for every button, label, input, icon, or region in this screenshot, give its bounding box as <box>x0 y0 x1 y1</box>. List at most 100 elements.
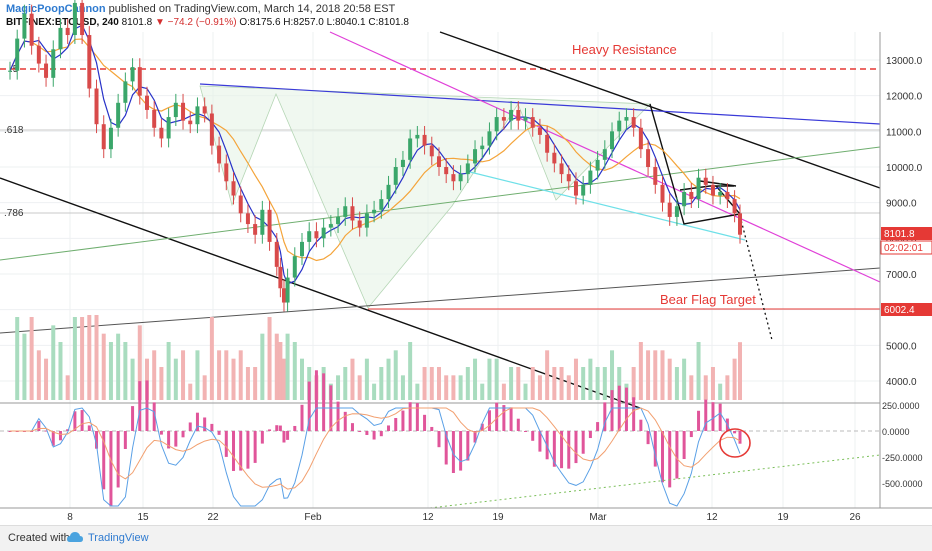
macd-hist-bar-27 <box>203 417 207 431</box>
volume-bar-25 <box>188 383 193 400</box>
candle-body-99 <box>710 184 715 196</box>
candle-body-56 <box>400 159 405 167</box>
tradingview-brand-link[interactable]: TradingView <box>88 532 149 544</box>
candle-body-38 <box>278 266 283 289</box>
macd-hist-bar-54 <box>387 425 391 431</box>
volume-bar-27 <box>202 375 207 400</box>
macd-hist-bar-94 <box>675 431 679 479</box>
volume-bar-61 <box>436 367 441 400</box>
candle-body-50 <box>357 220 362 228</box>
published-text: published on TradingView.com, March 14, … <box>108 3 396 15</box>
candle-body-30 <box>224 163 229 182</box>
volume-bar-8 <box>65 375 70 400</box>
volume-bar-64 <box>458 375 463 400</box>
volume-bar-101 <box>725 375 730 400</box>
volume-bar-11 <box>87 315 92 400</box>
candle-body-53 <box>379 199 384 210</box>
volume-bars <box>15 315 742 400</box>
macd-hist-bar-96 <box>689 431 693 438</box>
volume-bar-26 <box>195 350 200 400</box>
volume-bar-81 <box>581 367 586 400</box>
candle-body-7 <box>58 27 63 50</box>
macd-hist-bar-83 <box>596 422 600 431</box>
ohlc-values: O:8175.6 H:8257.0 L:8040.1 C:8101.8 <box>239 17 409 28</box>
candle-body-46 <box>328 224 333 228</box>
volume-bar-62 <box>444 375 449 400</box>
candle-body-32 <box>238 195 243 214</box>
candle-body-74 <box>530 117 535 128</box>
volume-bar-2 <box>22 333 27 400</box>
macd-hist-bar-29 <box>217 431 221 435</box>
volume-bar-54 <box>386 358 391 400</box>
candle-body-44 <box>314 231 319 239</box>
candle-body-68 <box>487 131 492 146</box>
volume-bar-15 <box>116 333 121 400</box>
bear-flag-target-label: Bear Flag Target <box>660 292 756 307</box>
volume-bar-89 <box>638 342 643 400</box>
candle-body-1 <box>15 38 20 71</box>
volume-bar-84 <box>602 367 607 400</box>
volume-bar-5 <box>44 358 49 400</box>
macd-hist-bar-98 <box>704 399 708 431</box>
candle-body-84 <box>602 149 607 160</box>
volume-bar-42 <box>300 358 304 400</box>
volume-bar-10 <box>80 317 85 400</box>
candle-body-76 <box>545 134 550 153</box>
macd-hist-bar-89 <box>639 419 643 431</box>
volume-bar-41 <box>292 342 297 400</box>
chart-header: MagicPoopCannon published on TradingView… <box>0 0 932 32</box>
candle-body-93 <box>667 202 672 217</box>
time-tick-5: 19 <box>492 512 504 523</box>
time-tick-1: 15 <box>137 512 149 523</box>
volume-bar-55 <box>393 350 398 400</box>
volume-bar-24 <box>181 350 186 400</box>
macd-circle-annotation <box>719 428 751 458</box>
macd-hist-bar-12 <box>95 431 99 449</box>
candle-body-17 <box>130 67 135 82</box>
candle-body-59 <box>422 134 427 146</box>
target-price-tag: 6002.4 <box>881 303 932 316</box>
volume-bar-30 <box>224 350 229 400</box>
candle-body-78 <box>559 163 564 175</box>
macd-hist-bar-4 <box>37 421 41 431</box>
symbol-label[interactable]: BITFINEX:BTCUSD, 240 <box>6 17 119 28</box>
macd-hist-bar-21 <box>159 431 163 435</box>
chart-canvas[interactable]: .5 .618 .786 Heavy Resistance Bear Flag … <box>0 0 932 525</box>
macd-hist-bar-8 <box>66 429 70 431</box>
symbol-line: BITFINEX:BTCUSD, 240 8101.8 ▼ −74.2 (−0.… <box>6 17 409 28</box>
macd-hist-bar-47 <box>336 401 340 431</box>
macd-hist-bar-66 <box>473 431 477 443</box>
macd-hist-bar-30 <box>224 431 228 457</box>
time-tick-0: 8 <box>67 512 73 523</box>
volume-bar-14 <box>108 342 113 400</box>
candle-body-103 <box>738 213 742 235</box>
macd-hist-bar-53 <box>379 431 383 437</box>
volume-bar-32 <box>238 350 243 400</box>
macd-hist-bar-9 <box>73 411 77 431</box>
macd-hist-bar-49 <box>350 423 354 431</box>
candle-body-62 <box>444 167 449 175</box>
macd-hist-bar-23 <box>174 431 178 447</box>
support-trend-line <box>0 267 881 334</box>
volume-bar-85 <box>610 350 615 400</box>
macd-hist-bar-62 <box>444 431 448 465</box>
macd-hist-bar-78 <box>560 431 564 469</box>
macd-hist-bar-45 <box>322 373 326 431</box>
volume-bar-63 <box>451 375 456 400</box>
volume-bar-94 <box>674 367 679 400</box>
macd-hist-bar-57 <box>408 402 412 431</box>
macd-hist-bar-32 <box>239 431 243 471</box>
candle-body-60 <box>429 145 434 157</box>
volume-bar-28 <box>209 317 214 400</box>
macd-hist-bar-79 <box>567 431 571 469</box>
candle-body-72 <box>516 109 521 121</box>
macd-hist-bar-7 <box>58 431 62 441</box>
volume-bar-74 <box>530 367 535 400</box>
macd-hist-bar-58 <box>415 403 419 431</box>
candle-body-89 <box>638 127 643 150</box>
volume-bar-18 <box>137 325 142 400</box>
candle-body-14 <box>108 127 113 150</box>
macd-hist-bar-74 <box>531 431 535 441</box>
candle-body-100 <box>718 191 723 196</box>
candle-body-64 <box>458 174 463 182</box>
